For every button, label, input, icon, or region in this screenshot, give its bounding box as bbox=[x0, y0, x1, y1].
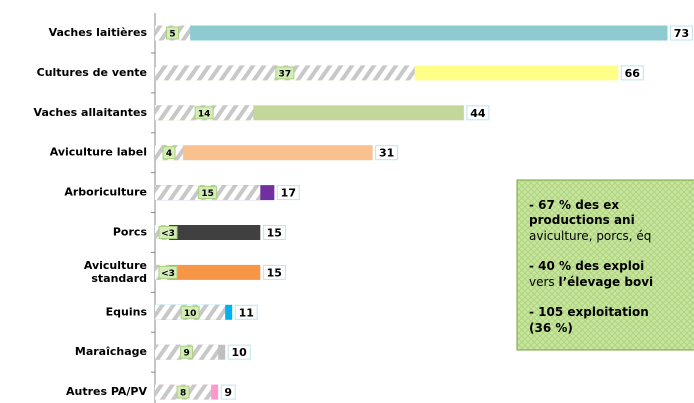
hatch-label-text: 10 bbox=[184, 309, 197, 319]
bar bbox=[155, 145, 373, 161]
value-label-box bbox=[375, 145, 399, 161]
value-label: 17 bbox=[276, 185, 300, 201]
value-label-text: 31 bbox=[379, 147, 394, 160]
value-label: 73 bbox=[669, 25, 693, 41]
value-label: 15 bbox=[262, 225, 286, 240]
value-label-box bbox=[220, 384, 236, 400]
hatch-label-box bbox=[166, 26, 180, 40]
hatch-label: <3 bbox=[158, 226, 178, 239]
annotation-run: - 40 % des exploi bbox=[529, 259, 644, 273]
hatch-label-box bbox=[194, 106, 214, 120]
annotation-run: - 105 exploitation bbox=[529, 305, 649, 319]
value-label: 10 bbox=[227, 344, 251, 360]
hatch-label-text: 9 bbox=[183, 349, 189, 359]
hatch-label-text: <3 bbox=[161, 229, 175, 239]
hatch-label-text: <3 bbox=[161, 269, 175, 279]
bar bbox=[155, 225, 261, 240]
hatch-label-box bbox=[275, 66, 295, 80]
value-label-box bbox=[227, 344, 251, 360]
hatch-label-text: 14 bbox=[198, 109, 211, 119]
annotation-run: aviculture, porcs, éq bbox=[529, 229, 651, 243]
value-label: 9 bbox=[220, 384, 236, 400]
value-label-box bbox=[262, 264, 286, 280]
annotation-line: - 40 % des exploi bbox=[529, 259, 644, 273]
value-label-box bbox=[262, 225, 286, 240]
value-label-box bbox=[466, 105, 490, 121]
annotation-line: productions ani bbox=[529, 213, 635, 227]
hatch-label: 15 bbox=[198, 186, 218, 200]
hatch-label: 37 bbox=[275, 66, 295, 80]
annotation-box bbox=[516, 179, 694, 351]
hatch-label: <3 bbox=[158, 265, 178, 279]
value-label-box bbox=[669, 25, 693, 41]
hatch-label: 4 bbox=[162, 146, 176, 160]
value-label: 66 bbox=[620, 65, 644, 81]
hatch-label-text: 4 bbox=[166, 149, 172, 159]
category-label: Equins bbox=[106, 305, 148, 318]
value-label-text: 15 bbox=[267, 227, 282, 240]
value-label-text: 73 bbox=[674, 27, 689, 40]
hatch-label-text: 8 bbox=[180, 389, 186, 399]
annotation-run: productions ani bbox=[529, 213, 635, 227]
annotation-run: vers bbox=[529, 275, 558, 289]
category-label: Aviculture label bbox=[50, 146, 147, 159]
category-label: Cultures de vente bbox=[37, 66, 147, 79]
annotation-line: aviculture, porcs, éq bbox=[529, 229, 651, 243]
annotation-line: - 105 exploitation bbox=[529, 305, 649, 319]
value-label: 11 bbox=[234, 304, 258, 320]
category-label: Maraîchage bbox=[75, 345, 147, 358]
category-label: Vaches allaitantes bbox=[34, 106, 148, 119]
hatch-label-text: 37 bbox=[279, 69, 292, 79]
bar bbox=[155, 264, 261, 280]
annotation-line: (36 %) bbox=[529, 321, 573, 335]
value-label-text: 10 bbox=[232, 346, 248, 359]
value-label-text: 11 bbox=[239, 306, 254, 319]
hatch-label-box bbox=[180, 345, 194, 359]
annotation-run: l’élevage bovi bbox=[558, 275, 653, 289]
hatch-label-text: 5 bbox=[169, 30, 175, 40]
category-label: Aviculture standard bbox=[84, 259, 147, 285]
value-label-box bbox=[234, 304, 258, 320]
hatch-label: 14 bbox=[194, 106, 214, 120]
hatch-label-box bbox=[180, 305, 200, 319]
annotation-line: - 67 % des ex bbox=[529, 198, 619, 212]
value-label: 31 bbox=[375, 145, 399, 161]
value-label: 15 bbox=[262, 264, 286, 280]
annotation-run: (36 %) bbox=[529, 321, 573, 335]
bar bbox=[155, 25, 668, 41]
value-label-text: 15 bbox=[267, 266, 282, 279]
annotation-run: - 67 % des ex bbox=[529, 198, 619, 212]
value-label-text: 17 bbox=[281, 187, 296, 200]
hatch-label: 10 bbox=[180, 305, 200, 319]
category-label: Porcs bbox=[113, 226, 148, 239]
value-label-text: 66 bbox=[625, 67, 641, 80]
value-label-box bbox=[620, 65, 644, 81]
category-label: Arboriculture bbox=[64, 186, 147, 199]
hatch-label-box bbox=[162, 146, 176, 160]
hatch-label: 8 bbox=[176, 385, 190, 399]
hatch-label: 9 bbox=[180, 345, 194, 359]
value-label: 44 bbox=[466, 105, 490, 121]
value-label-text: 9 bbox=[224, 386, 232, 399]
category-label: Vaches laitières bbox=[49, 26, 148, 39]
value-label-text: 44 bbox=[470, 107, 486, 120]
hatch-label-text: 15 bbox=[201, 189, 214, 199]
hatch-label: 5 bbox=[166, 26, 180, 40]
hatch-label-box bbox=[158, 265, 178, 279]
value-label-box bbox=[276, 185, 300, 201]
hatch-label-box bbox=[176, 385, 190, 399]
hatch-label-box bbox=[158, 226, 178, 239]
category-label: Autres PA/PV bbox=[66, 385, 148, 398]
annotation-line: vers l’élevage bovi bbox=[529, 275, 653, 289]
hatch-label-box bbox=[198, 186, 218, 200]
